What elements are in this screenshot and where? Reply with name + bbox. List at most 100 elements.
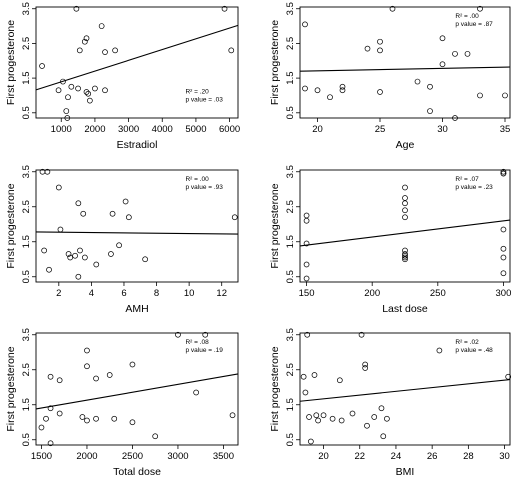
y-tick-label: 0.5 [285,433,296,446]
x-tick-label: 2000 [84,124,105,135]
data-point [152,433,159,440]
plot-frame [299,6,511,119]
data-point [202,331,209,338]
y-tick-label: 3.5 [285,2,296,15]
data-point [315,417,321,424]
y-tick-label: 2.5 [285,37,296,50]
data-point [98,23,105,29]
data-point [72,252,78,259]
data-point [38,424,45,431]
x-tick-label: 6000 [219,124,240,135]
data-point [93,261,100,268]
data-point [68,83,75,90]
x-tick-label: 4000 [152,124,173,135]
data-point [329,415,336,422]
r-squared-label: R² = .07 [455,176,479,183]
y-tick-label: 1.5 [21,235,32,248]
data-point [112,47,118,54]
scatter-panel-6: 0.5 1.5 2.5 3.5 20 22 24 26 28 30 BMI First progest… [269,328,512,478]
x-tick-label: 150 [299,288,315,299]
y-tick-label: 0.5 [21,433,32,446]
data-point [64,115,71,121]
scatter-panel-5: 0.5 1.5 2.5 3.5 1500 2000 2500 3000 3500 Total do… [5,328,239,478]
data-point [79,414,86,420]
data-point [364,45,371,52]
y-axis-title: First progesterone [5,183,17,268]
data-point [55,87,62,94]
plot-frame [35,6,239,119]
data-point [349,410,356,417]
data-point [505,373,512,380]
x-tick-label: 12 [216,288,227,299]
data-point [57,226,64,233]
data-point [82,254,88,261]
data-point [339,83,346,90]
data-point [402,184,408,191]
data-point [477,5,483,12]
data-point [67,254,74,261]
data-point [362,361,369,368]
y-tick-label: 1.5 [285,235,296,248]
data-point [314,87,321,94]
y-tick-label: 2.5 [21,200,32,213]
data-point [338,417,345,424]
data-point [129,361,136,368]
x-tick-label: 35 [500,124,511,135]
x-tick-label: 24 [391,451,402,462]
data-point [303,275,310,282]
data-point [75,200,82,207]
data-point [364,422,370,429]
p-value-label: p value = .23 [455,184,493,191]
data-point [439,61,446,68]
data-point [303,261,310,268]
data-point [306,414,312,420]
data-point [44,168,51,175]
x-axis-title: Estradiol [117,139,158,151]
data-point [452,50,458,57]
data-point [87,97,93,104]
data-point [427,108,433,114]
data-point [83,89,90,95]
y-axis-title: First progesterone [5,346,17,431]
x-tick-label: 6 [121,288,126,299]
data-point [46,266,52,273]
p-value-label: p value = .19 [185,347,223,354]
data-point [41,247,47,254]
y-tick-label: 2.5 [21,363,32,376]
data-point [311,372,318,378]
data-point [77,247,83,254]
data-point [439,35,446,42]
data-point [402,254,408,261]
p-value-label: p value = .03 [185,97,223,104]
data-point [221,5,228,12]
x-tick-label: 1000 [51,124,72,135]
x-tick-label: 3000 [167,451,188,462]
data-point [43,415,49,422]
y-tick-label: 0.5 [285,106,296,119]
x-tick-label: 28 [463,451,474,462]
x-axis-title: Total dose [113,466,161,478]
trend-line [299,66,511,72]
x-tick-label: 8 [154,288,159,299]
data-point [402,214,408,221]
y-tick-label: 3.5 [21,328,32,341]
data-point [402,252,408,259]
data-point [302,21,308,28]
x-tick-label: 10 [184,288,195,299]
y-tick-label: 2.5 [21,37,32,50]
data-point [500,254,507,261]
data-point [362,365,369,371]
data-point [500,270,507,277]
x-tick-label: 1500 [31,451,52,462]
data-point [327,94,333,101]
data-point [56,410,63,417]
p-value-label: p value = .93 [185,184,223,191]
data-point [500,168,507,175]
data-point [502,92,508,99]
data-point [377,47,383,54]
plot-frame [35,332,239,446]
data-point [122,198,129,205]
r-squared-label: R² = .00 [185,176,209,183]
x-tick-label: 300 [496,288,512,299]
